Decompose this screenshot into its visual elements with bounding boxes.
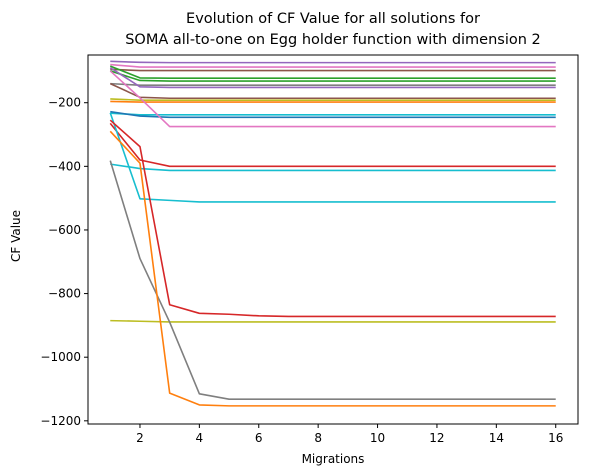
x-tick-label: 8 [314,431,322,445]
y-tick-label: −400 [48,159,81,173]
x-tick-label: 6 [255,431,263,445]
y-axis-ticks: −1200 −1000 −800 −600 −400 −200 [40,96,88,428]
series-line-10 [110,100,556,103]
series-line-16 [109,112,556,203]
chart-title-line2: SOMA all-to-one on Egg holder function w… [125,32,541,48]
series-line-19 [109,160,556,400]
series-line-7 [109,67,556,89]
series-line-2 [110,63,556,68]
y-axis-label: CF Value [9,210,23,262]
x-axis-ticks: 2 4 6 8 10 12 14 16 [136,424,563,445]
series-line-17 [109,119,556,318]
x-tick-label: 16 [548,431,563,445]
x-tick-label: 12 [429,431,444,445]
x-tick-label: 2 [136,431,144,445]
y-tick-label: −800 [48,287,81,301]
y-tick-label: −1000 [40,350,81,364]
series-line-14 [109,122,556,168]
chart-title-line1: Evolution of CF Value for all solutions … [186,11,480,27]
plot-frame [87,54,579,425]
x-tick-label: 10 [370,431,385,445]
series-line-11 [110,112,556,116]
series-line-8 [109,82,556,100]
series-line-12 [110,110,556,119]
series-line-20 [109,130,556,407]
y-tick-label: −200 [48,96,81,110]
series-line-6 [110,82,556,87]
plot-lines [109,60,556,407]
series-line-1 [110,60,556,64]
x-axis-label: Migrations [302,452,365,466]
series-line-18 [110,319,556,323]
x-tick-label: 14 [489,431,504,445]
x-tick-label: 4 [196,431,204,445]
series-line-3 [110,68,556,72]
y-tick-label: −1200 [40,414,81,428]
series-line-15 [110,163,556,172]
series-line-13 [109,70,556,128]
series-line-9 [110,98,556,101]
series-line-4 [109,65,556,80]
series-line-5 [110,70,556,82]
y-tick-label: −600 [48,223,81,237]
